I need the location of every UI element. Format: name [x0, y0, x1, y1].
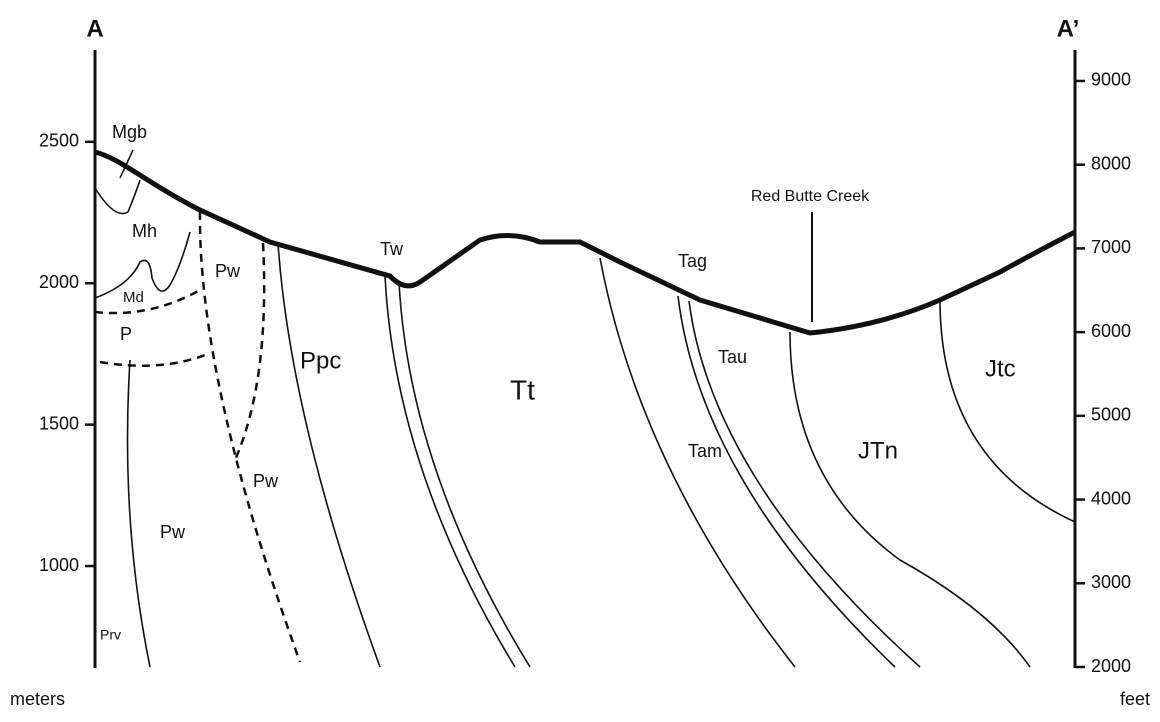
geology	[95, 150, 1075, 667]
contact	[399, 282, 530, 667]
tick-label: 9000	[1091, 70, 1131, 90]
contact	[95, 180, 140, 214]
unit-label: Md	[123, 289, 144, 306]
fault	[95, 290, 200, 313]
tick-label: 1000	[39, 555, 79, 575]
right-axis-label: feet	[1120, 689, 1150, 709]
tick-label: 2000	[1091, 656, 1131, 676]
unit-label: Tag	[678, 251, 707, 271]
fault	[100, 355, 205, 366]
section-end-a: A	[86, 15, 103, 42]
axes	[95, 50, 1075, 668]
tick-label: 1500	[39, 413, 79, 433]
tick-label: 5000	[1091, 405, 1131, 425]
tick-label: 4000	[1091, 488, 1131, 508]
cross-section: A A’ meters feet Mgb Mh Md P Pw Pw Pw Pr…	[0, 0, 1160, 717]
landmark-label: Red Butte Creek	[751, 188, 870, 205]
unit-label: Tau	[718, 347, 747, 367]
contact	[940, 300, 1075, 522]
unit-label: Mh	[132, 221, 157, 241]
tick-label: 3000	[1091, 572, 1131, 592]
tick-label: 8000	[1091, 153, 1131, 173]
unit-label: Tw	[380, 239, 404, 259]
unit-label: Tam	[688, 441, 722, 461]
contact	[128, 360, 151, 667]
unit-label: Pw	[253, 471, 279, 491]
tick-label: 2000	[39, 272, 79, 292]
unit-label: P	[120, 324, 132, 344]
unit-label: JTn	[858, 437, 898, 464]
unit-label: Mgb	[112, 122, 147, 142]
tick-label: 2500	[39, 131, 79, 151]
tick-label: 7000	[1091, 237, 1131, 257]
unit-label: Pw	[215, 261, 241, 281]
unit-labels: Mgb Mh Md P Pw Pw Pw Prv Ppc Tw Tt Tag T…	[100, 122, 1016, 643]
unit-label: Pw	[160, 522, 186, 542]
left-axis-label: meters	[10, 689, 65, 709]
contact	[278, 243, 380, 667]
unit-label: Tt	[510, 374, 535, 405]
tick-label: 6000	[1091, 321, 1131, 341]
section-end-a-prime: A’	[1057, 15, 1080, 42]
ground-surface	[95, 152, 1075, 333]
unit-label: Ppc	[300, 347, 341, 374]
unit-label: Jtc	[985, 355, 1016, 382]
unit-label: Prv	[100, 627, 121, 643]
